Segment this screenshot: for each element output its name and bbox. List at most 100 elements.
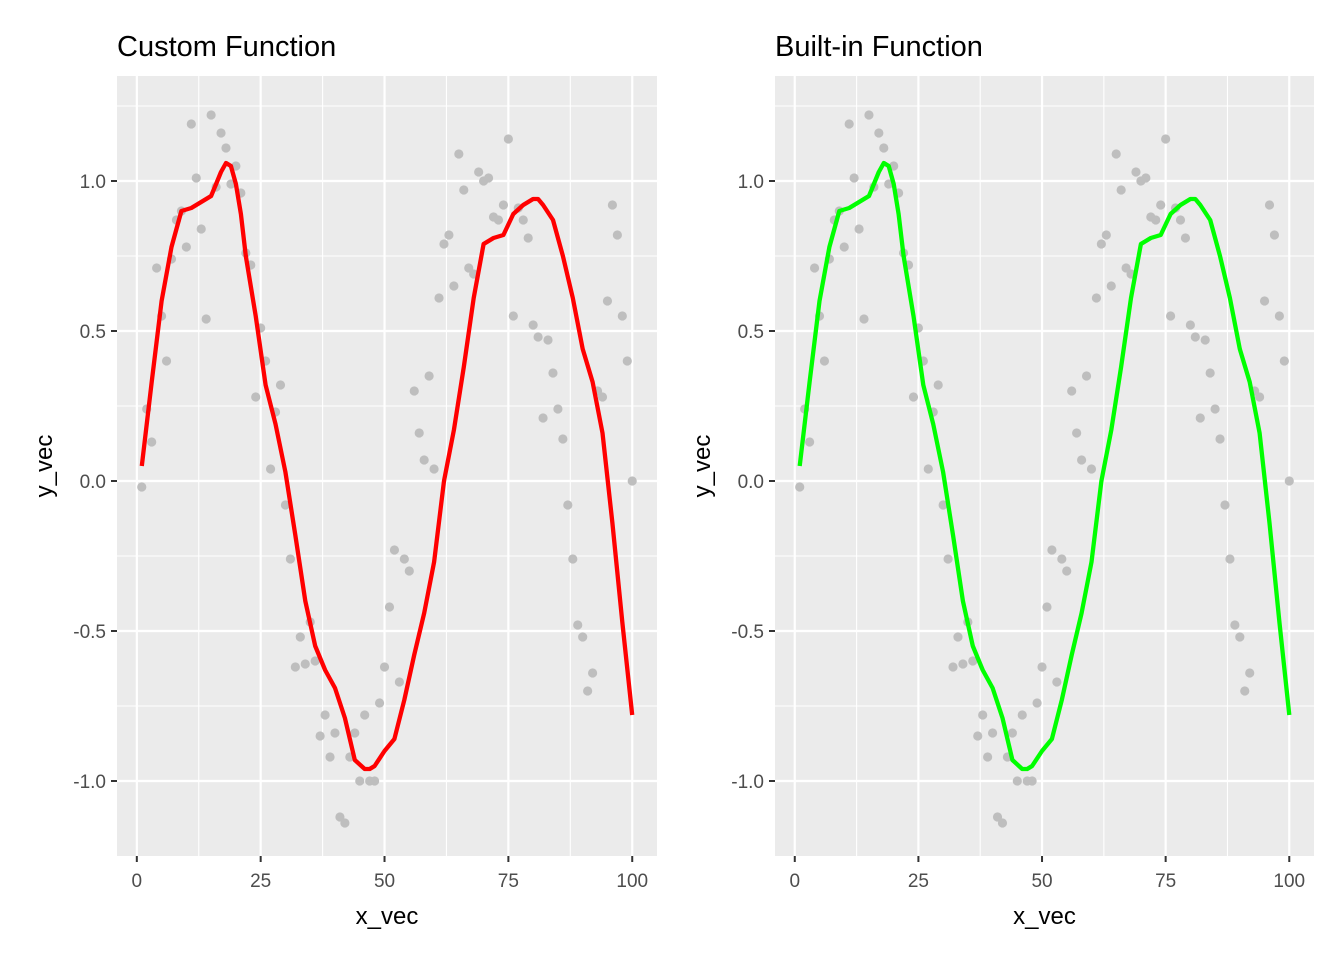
data-point bbox=[320, 710, 330, 720]
data-point bbox=[1255, 392, 1265, 402]
data-point bbox=[553, 404, 563, 414]
data-point bbox=[1091, 293, 1102, 303]
data-point bbox=[374, 698, 385, 708]
data-point bbox=[325, 752, 335, 762]
chart-title: Custom Function bbox=[117, 31, 336, 63]
data-point bbox=[389, 545, 400, 555]
data-point bbox=[864, 110, 874, 120]
data-point bbox=[424, 371, 434, 381]
data-point bbox=[809, 263, 820, 273]
data-point bbox=[839, 242, 849, 252]
x-axis-label: x_vec bbox=[356, 903, 419, 930]
data-point bbox=[1062, 566, 1072, 576]
data-point bbox=[968, 656, 978, 666]
data-point bbox=[434, 293, 444, 303]
data-point bbox=[1096, 239, 1106, 249]
data-point bbox=[1225, 554, 1235, 564]
data-point bbox=[152, 263, 162, 273]
data-point bbox=[493, 215, 504, 225]
data-point bbox=[627, 476, 637, 486]
data-point bbox=[1284, 476, 1294, 486]
data-point bbox=[1141, 173, 1151, 183]
data-point bbox=[1210, 404, 1220, 414]
data-point bbox=[997, 818, 1008, 828]
data-point bbox=[474, 167, 484, 177]
data-point bbox=[419, 455, 429, 465]
data-point bbox=[1156, 200, 1166, 210]
data-point bbox=[953, 632, 963, 642]
data-point bbox=[1220, 500, 1230, 510]
data-point bbox=[602, 296, 613, 306]
data-point bbox=[1052, 677, 1062, 687]
y-tick-label: 1.0 bbox=[738, 172, 764, 193]
data-point bbox=[854, 224, 864, 234]
data-point bbox=[379, 662, 390, 672]
data-point bbox=[1151, 215, 1161, 225]
data-point bbox=[587, 668, 598, 678]
data-point bbox=[429, 464, 439, 474]
data-point bbox=[221, 143, 231, 153]
data-point bbox=[300, 659, 310, 669]
y-axis-label: y_vec bbox=[689, 435, 716, 498]
data-point bbox=[137, 482, 147, 492]
x-axis-label: x_vec bbox=[1013, 903, 1076, 930]
data-point bbox=[454, 149, 464, 159]
data-point bbox=[1072, 428, 1082, 438]
data-point bbox=[1042, 602, 1052, 612]
data-point bbox=[1185, 320, 1195, 330]
data-point bbox=[360, 710, 370, 720]
data-point bbox=[948, 662, 958, 672]
data-point bbox=[449, 281, 459, 291]
data-point bbox=[1264, 200, 1275, 210]
data-point bbox=[409, 386, 419, 396]
data-point bbox=[350, 728, 360, 738]
data-point bbox=[859, 314, 869, 324]
data-point bbox=[1017, 710, 1027, 720]
x-tick-label: 75 bbox=[1155, 871, 1176, 892]
data-point bbox=[518, 215, 528, 225]
data-point bbox=[206, 110, 216, 120]
data-point bbox=[330, 728, 340, 738]
data-point bbox=[503, 134, 513, 144]
data-point bbox=[548, 368, 558, 378]
data-point bbox=[275, 380, 286, 390]
y-tick-label: 0.5 bbox=[738, 322, 764, 343]
data-point bbox=[1165, 311, 1176, 321]
data-point bbox=[340, 818, 350, 828]
data-point bbox=[196, 224, 206, 234]
x-tick-label: 0 bbox=[132, 871, 143, 892]
data-point bbox=[1195, 413, 1205, 423]
data-point bbox=[795, 482, 805, 492]
data-point bbox=[394, 677, 404, 687]
data-point bbox=[1106, 281, 1116, 291]
data-point bbox=[1245, 668, 1255, 678]
y-tick-label: -1.0 bbox=[731, 772, 764, 793]
data-point bbox=[978, 710, 988, 720]
data-point bbox=[523, 233, 533, 243]
data-point bbox=[1007, 728, 1017, 738]
data-point bbox=[1131, 167, 1141, 177]
data-point bbox=[315, 731, 325, 741]
data-point bbox=[597, 392, 608, 402]
data-point bbox=[459, 185, 469, 195]
data-point bbox=[1215, 434, 1225, 444]
data-point bbox=[805, 437, 815, 447]
data-point bbox=[973, 731, 983, 741]
y-tick-label: 0.0 bbox=[738, 472, 764, 493]
x-tick-label: 25 bbox=[908, 871, 929, 892]
data-point bbox=[399, 554, 409, 564]
data-point bbox=[1101, 230, 1111, 240]
data-point bbox=[987, 728, 998, 738]
data-point bbox=[622, 356, 632, 366]
data-point bbox=[879, 143, 889, 153]
data-point bbox=[558, 434, 568, 444]
y-tick-label: 0.0 bbox=[80, 472, 106, 493]
data-point bbox=[1190, 332, 1200, 342]
data-point bbox=[844, 119, 854, 129]
data-point bbox=[384, 602, 395, 612]
data-point bbox=[444, 230, 454, 240]
data-point bbox=[874, 128, 884, 138]
data-point bbox=[439, 239, 449, 249]
data-point bbox=[1076, 455, 1087, 465]
